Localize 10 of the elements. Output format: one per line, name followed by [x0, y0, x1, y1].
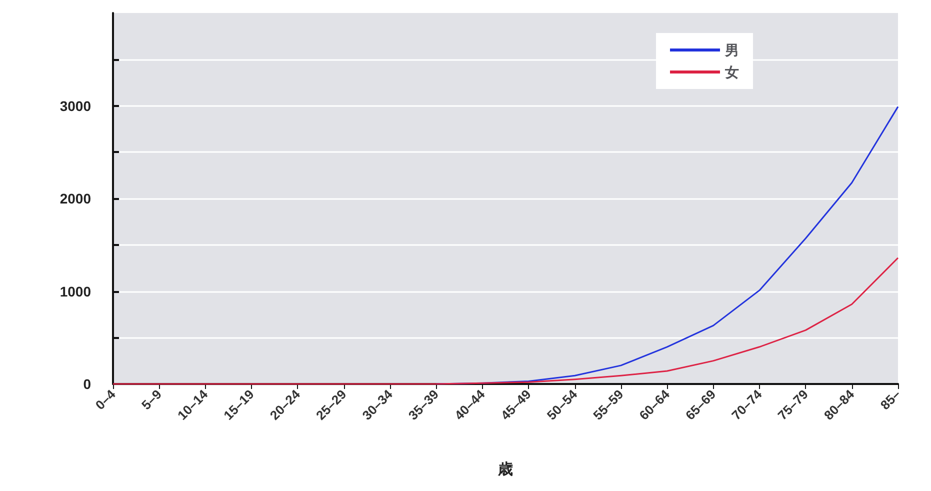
legend-label: 女	[724, 64, 739, 80]
y-tick-label: 0	[83, 376, 92, 392]
x-axis-title: 歳	[497, 461, 513, 478]
y-tick-label: 2000	[60, 190, 92, 206]
y-tick-label: 1000	[60, 283, 92, 300]
x-tick-label: 85–	[877, 386, 904, 413]
x-tick-label: 0–4	[92, 386, 119, 413]
legend-label: 男	[724, 42, 739, 58]
y-tick-label: 3000	[60, 98, 92, 114]
x-tick-label: 5–9	[138, 386, 164, 413]
